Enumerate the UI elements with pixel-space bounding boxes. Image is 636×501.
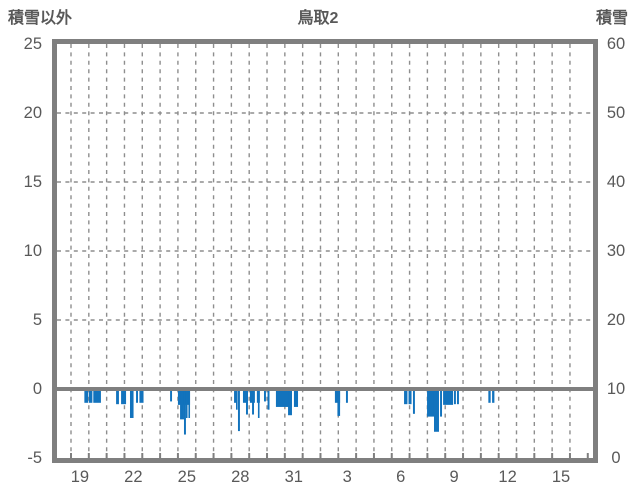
- data-bar: [139, 389, 144, 403]
- x-tick-label: 9: [449, 468, 459, 486]
- x-tick-label: 6: [396, 468, 406, 486]
- data-bar: [488, 389, 491, 403]
- data-bar: [345, 389, 348, 403]
- data-bar: [84, 389, 89, 403]
- left-axis-title: 積雪以外: [8, 10, 73, 27]
- x-tick-label: 15: [551, 468, 571, 486]
- data-bar: [288, 389, 292, 416]
- data-bar: [183, 389, 186, 435]
- data-bar: [427, 389, 438, 417]
- data-bar: [237, 389, 240, 432]
- right-axis-title: 積雪: [595, 10, 628, 27]
- data-bar: [93, 389, 101, 403]
- data-bar: [136, 389, 139, 403]
- data-bar: [408, 389, 412, 405]
- x-tick-label: 12: [498, 468, 517, 486]
- data-bar: [245, 389, 248, 415]
- data-bar: [337, 389, 341, 416]
- data-bar: [275, 389, 292, 407]
- x-tick-label: 3: [342, 468, 352, 486]
- y-right-tick-label: 10: [606, 380, 626, 398]
- data-bar: [267, 389, 270, 410]
- x-tick-label: 31: [284, 468, 303, 486]
- y-left-tick-label: 25: [23, 35, 42, 53]
- y-left-tick-label: 5: [32, 311, 42, 329]
- data-bar: [121, 389, 127, 405]
- data-bar: [433, 389, 439, 432]
- data-bar: [412, 389, 415, 414]
- data-bar: [88, 389, 93, 403]
- data-bar: [188, 389, 191, 418]
- data-bar: [116, 389, 119, 405]
- data-bar: [293, 389, 299, 407]
- y-right-tick-label: 60: [606, 35, 626, 53]
- data-bar: [129, 389, 134, 418]
- data-bar: [252, 389, 255, 415]
- data-bar: [180, 389, 184, 420]
- data-bar: [185, 389, 188, 418]
- y-right-tick-label: 40: [606, 173, 626, 191]
- y-right-tick-label: 0: [611, 449, 621, 467]
- data-bar: [404, 389, 408, 405]
- x-tick-label: 22: [124, 468, 143, 486]
- y-right-tick-label: 50: [606, 104, 626, 122]
- data-bar: [263, 389, 266, 402]
- y-left-tick-label: 10: [23, 242, 42, 260]
- x-tick-label: 28: [231, 468, 250, 486]
- data-bar: [236, 389, 238, 410]
- y-left-tick-label: -5: [27, 449, 42, 467]
- y-left-tick-label: 0: [32, 380, 42, 398]
- data-bar: [257, 389, 260, 418]
- chart-title: 鳥取2: [297, 10, 339, 27]
- y-right-tick-label: 20: [606, 311, 626, 329]
- data-bar: [453, 389, 456, 405]
- data-bar: [242, 389, 248, 403]
- data-bar: [443, 389, 454, 405]
- x-tick-label: 25: [177, 468, 197, 486]
- data-bar: [492, 389, 495, 403]
- data-bar: [234, 389, 238, 403]
- data-bar: [440, 389, 443, 417]
- data-bar: [170, 389, 173, 402]
- y-left-tick-label: 15: [23, 173, 42, 191]
- x-tick-label: 19: [70, 468, 90, 486]
- y-right-tick-label: 30: [606, 242, 626, 260]
- data-bar: [456, 389, 459, 405]
- y-left-tick-label: 20: [23, 104, 42, 122]
- plot-frame: [52, 39, 598, 463]
